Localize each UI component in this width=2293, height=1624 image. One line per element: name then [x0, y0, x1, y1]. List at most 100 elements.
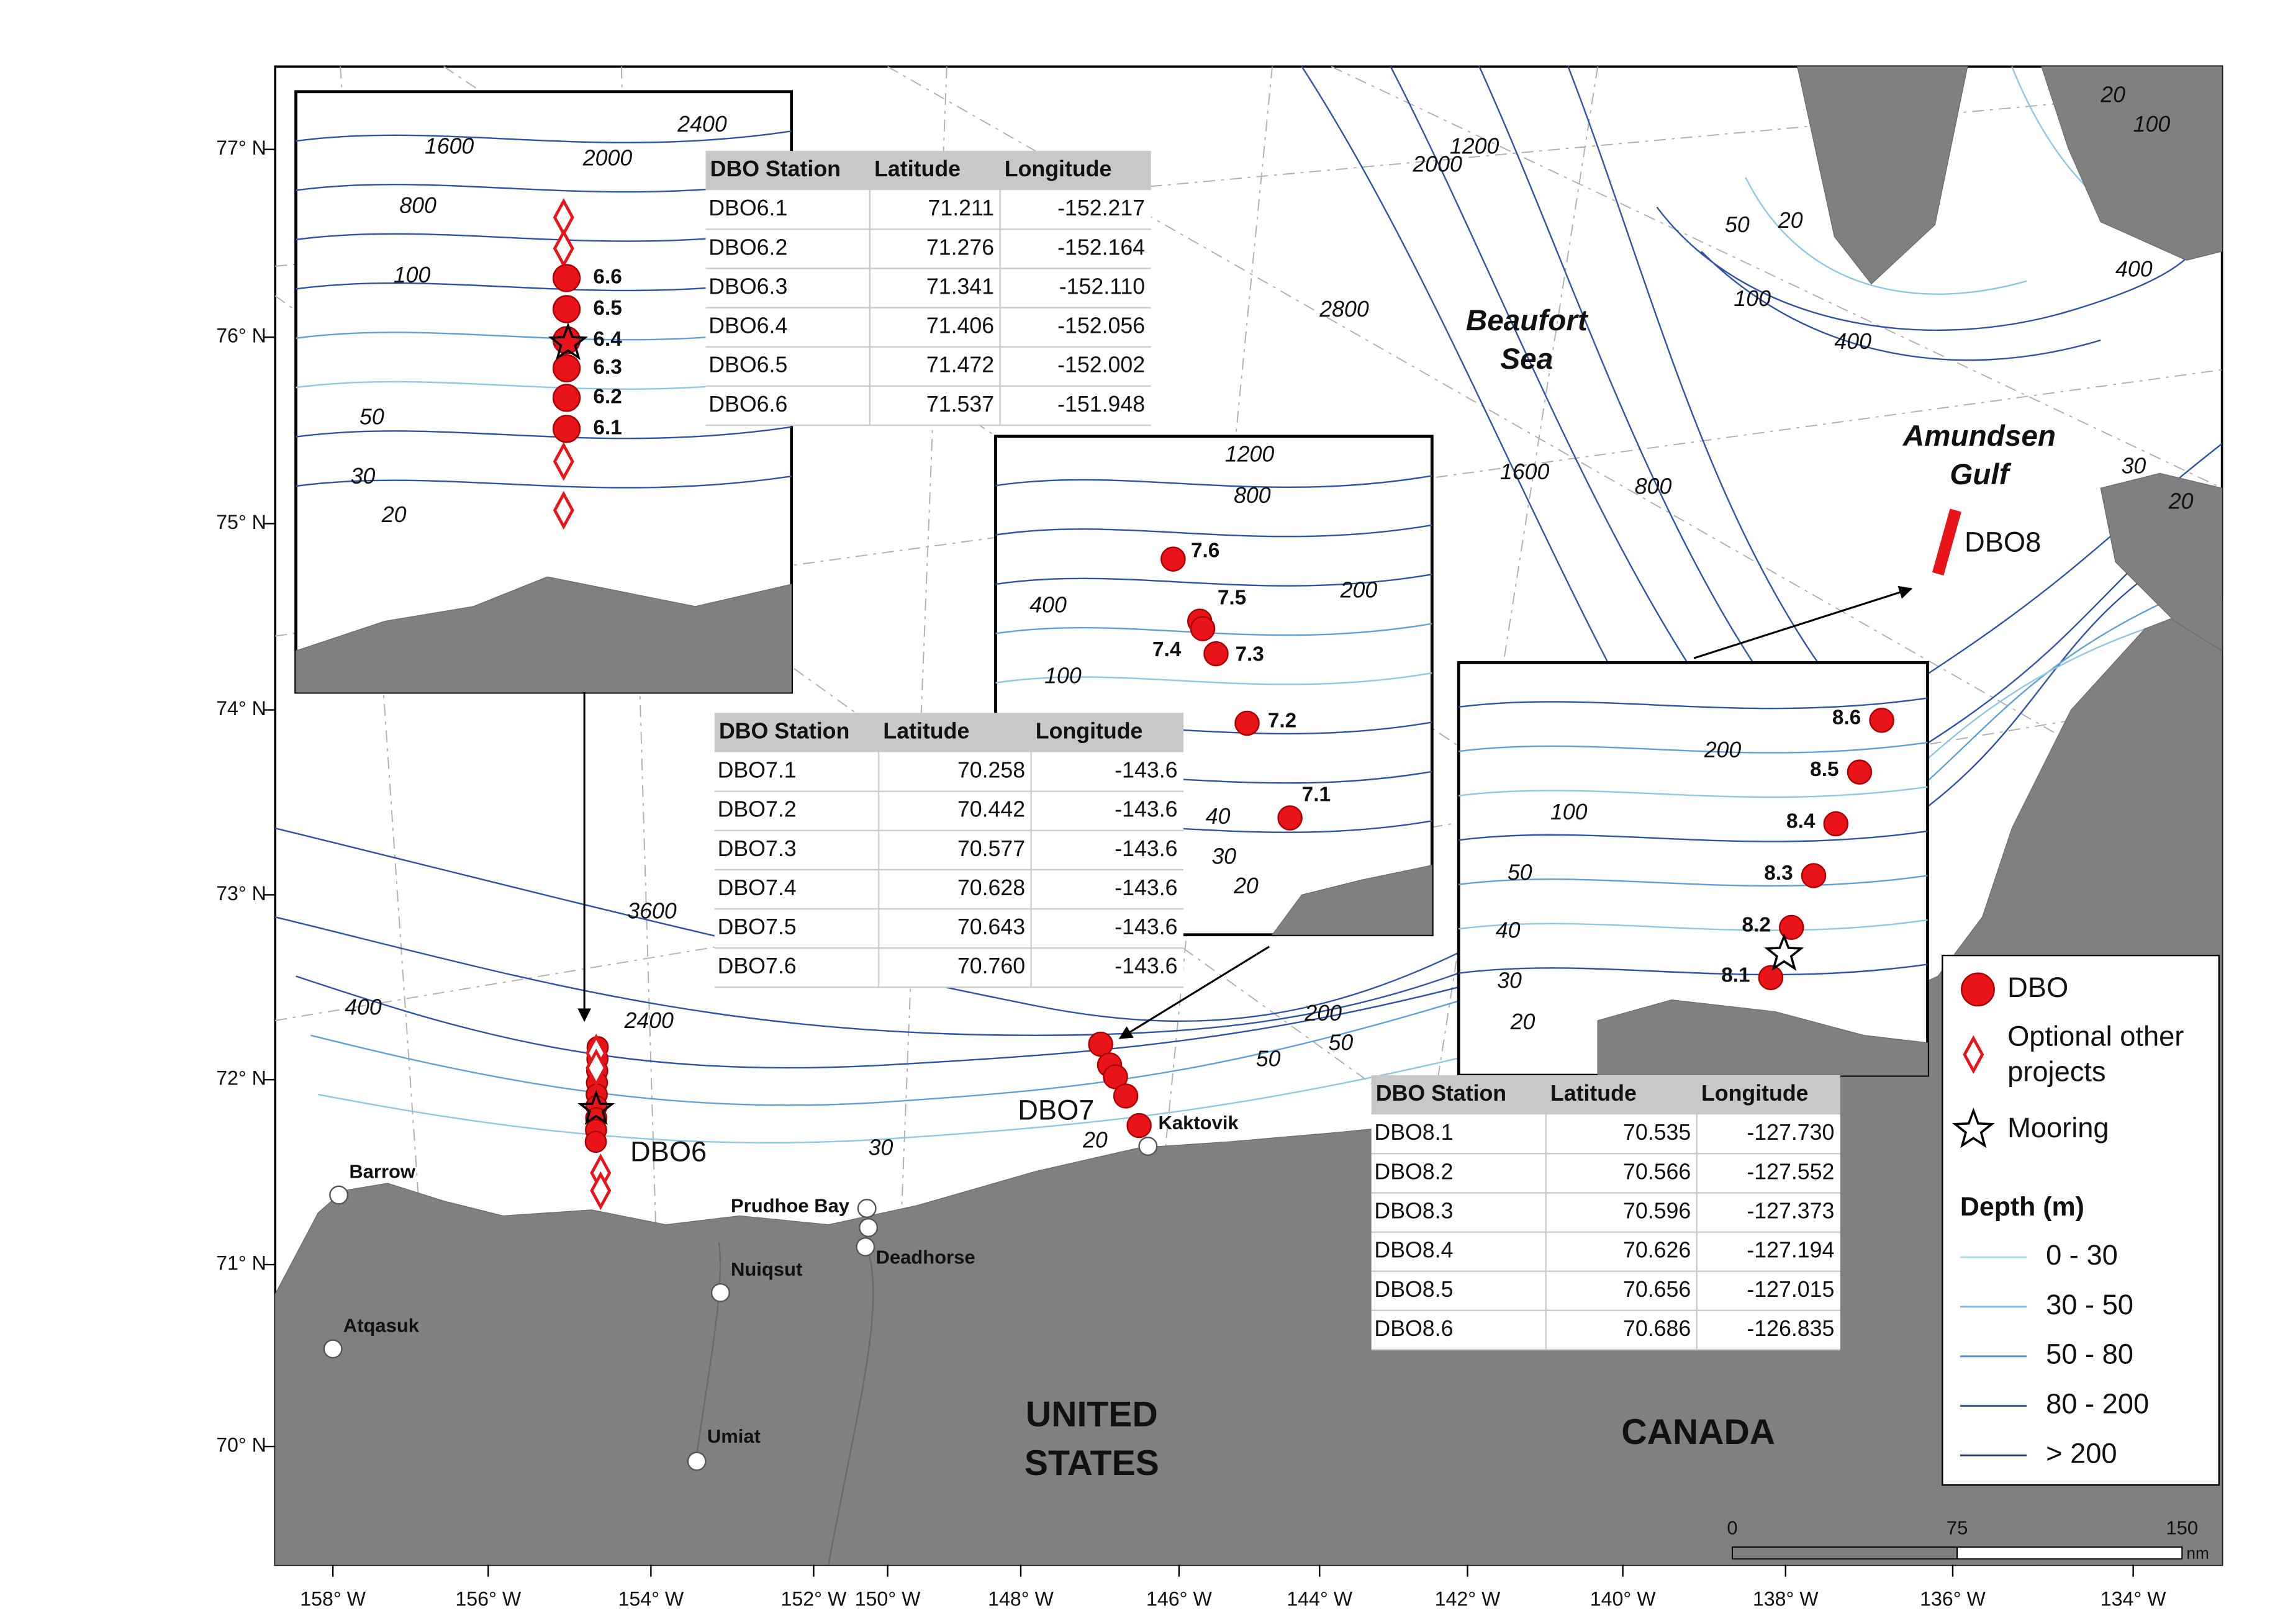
station-marker	[552, 264, 581, 292]
contour-label: 20	[381, 502, 407, 527]
contour-label: 20	[2100, 82, 2125, 107]
table-cell: DBO6.3	[708, 274, 787, 299]
optional-marker	[553, 442, 574, 481]
table-cell: DBO6.5	[708, 353, 787, 377]
legend: DBO Optional other projects Mooring Depth (m…	[1942, 954, 2220, 1486]
table-header: Latitude	[874, 156, 961, 181]
inset-contour	[995, 574, 1432, 587]
contour-label: 100	[2133, 112, 2171, 137]
lat-label: 74° N	[216, 697, 266, 720]
contour	[274, 443, 2223, 1022]
station-marker	[1758, 965, 1784, 991]
table-header-bg	[1371, 1075, 1840, 1115]
contour-label: 1600	[425, 134, 474, 159]
table-cell: 71.276	[926, 235, 994, 259]
label-line: Beaufort	[1466, 304, 1589, 337]
station-group-label: DBO8	[1965, 526, 2041, 558]
table-cell: 71.341	[926, 274, 994, 299]
lat-label: 70° N	[216, 1434, 266, 1456]
station-label: 8.4	[1786, 810, 1816, 832]
table-cell: 70.626	[1623, 1238, 1691, 1263]
lon-label: 134° W	[2101, 1587, 2166, 1610]
table-cell: DBO8.3	[1374, 1199, 1453, 1224]
table-cell: -126.835	[1747, 1316, 1834, 1341]
contour-labels: 2400 1600 2000 800 100 50 30 20 1200 800…	[345, 82, 2194, 1160]
mooring-marker	[1952, 1107, 1995, 1148]
table-cell: 70.643	[957, 914, 1025, 939]
station-label: 8.2	[1742, 913, 1771, 936]
contour-label: 2400	[623, 1008, 674, 1033]
place-label: Kaktovik	[1159, 1112, 1239, 1134]
inset-contour	[296, 426, 792, 440]
table-cell: 70.656	[1623, 1277, 1691, 1302]
inset-contour	[1459, 919, 1928, 931]
station-label: 7.3	[1235, 643, 1264, 665]
station-label: 7.5	[1218, 587, 1246, 610]
town-marker	[687, 1451, 707, 1471]
label-line: Mooring	[2007, 1112, 2109, 1144]
label-line: STATES	[1024, 1443, 1159, 1483]
table: DBO Station Latitude Longitude DBO8.1 70.535…	[1371, 1075, 1840, 1351]
station-marker	[1277, 805, 1303, 831]
inset-contour	[1459, 786, 1928, 798]
label-line: UNITED	[1026, 1395, 1158, 1435]
land	[2041, 66, 2223, 261]
station-marker	[1190, 616, 1216, 641]
table-cell: -143.6	[1115, 836, 1177, 861]
table-cell: 70.760	[957, 954, 1025, 978]
table-cell: -127.552	[1747, 1159, 1834, 1184]
table-header: Longitude	[1701, 1081, 1809, 1106]
table-cell: -127.015	[1747, 1277, 1834, 1302]
table-header: DBO Station	[710, 156, 841, 181]
lon-label: 158° W	[300, 1587, 366, 1610]
legend-label: 30 - 50	[2046, 1289, 2133, 1320]
station-marker	[1203, 641, 1229, 667]
scale-label: 0	[1727, 1517, 1737, 1539]
place-label: Umiat	[707, 1425, 761, 1447]
table-cell: DBO7.1	[718, 758, 797, 783]
legend-title: Depth (m)	[1960, 1192, 2084, 1222]
place-label: Atqasuk	[343, 1314, 420, 1336]
contour-label: 400	[345, 995, 382, 1019]
town-marker	[857, 1199, 877, 1218]
station-label: 6.2	[593, 386, 622, 408]
contour-label: 30	[351, 464, 376, 489]
table-bg	[714, 713, 1184, 988]
contour-label: 200	[1340, 577, 1378, 602]
table-cell: DBO6.4	[708, 314, 787, 338]
table-cell: 70.442	[957, 797, 1025, 822]
town-marker	[323, 1339, 343, 1359]
optional-marker	[590, 1171, 612, 1211]
label-line: Amundsen	[1902, 420, 2056, 453]
station-marker	[1126, 1112, 1152, 1139]
scale-seg	[1956, 1546, 2183, 1560]
contour	[274, 487, 2223, 1036]
label-line: DBO	[2007, 972, 2068, 1003]
label-line: Optional other	[2007, 1020, 2184, 1052]
station-marker	[584, 1130, 607, 1153]
table-header: Longitude	[1036, 718, 1143, 743]
scale-label: 75	[1947, 1517, 1968, 1539]
inset-contour	[1459, 697, 1928, 710]
station-label: 6.4	[593, 328, 622, 351]
station-label: 7.4	[1152, 638, 1182, 661]
inset-contour	[1459, 963, 1928, 976]
town-marker	[1138, 1136, 1158, 1156]
table-bg	[1371, 1075, 1840, 1350]
lat-label: 71° N	[216, 1252, 266, 1274]
contour-label: 1600	[1500, 459, 1550, 484]
legend-frame	[1942, 954, 2220, 1486]
station-marker	[1823, 811, 1849, 837]
legend-label: > 200	[2046, 1437, 2117, 1469]
table-cell: 71.211	[928, 196, 994, 220]
contour-label: 20	[1233, 873, 1259, 898]
table-header: DBO Station	[1376, 1081, 1506, 1106]
station-marker	[1113, 1083, 1139, 1109]
table-cell: -151.948	[1057, 392, 1145, 417]
table-cell: -152.164	[1057, 235, 1145, 259]
river	[694, 1242, 874, 1565]
table-cell: DBO6.2	[708, 235, 787, 259]
table-cell: DBO8.4	[1374, 1238, 1453, 1263]
table-cell: -127.373	[1747, 1199, 1834, 1224]
scale-bar: 0 75 150 nm	[1727, 1517, 2209, 1563]
